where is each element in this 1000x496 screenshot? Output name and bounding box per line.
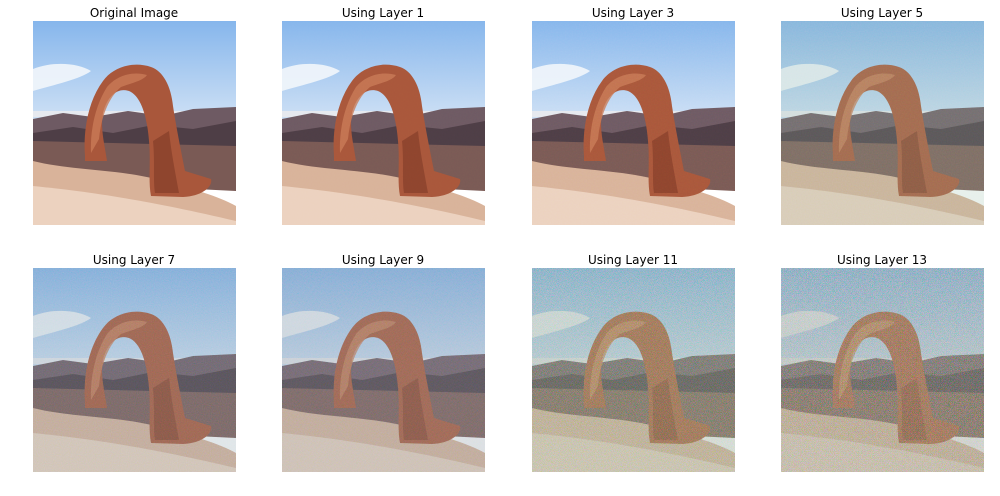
panel-image-layer-11 [532, 268, 735, 472]
panel-image-layer-7 [33, 268, 236, 472]
panel-image-layer-1 [282, 21, 485, 225]
panel-title-layer-1: Using Layer 1 [341, 6, 425, 20]
panel-image-layer-9 [282, 268, 485, 472]
panel-title-layer-13: Using Layer 13 [837, 253, 927, 267]
panel-title-layer-5: Using Layer 5 [840, 6, 924, 20]
panel-title-original: Original Image [89, 6, 179, 20]
panel-title-layer-7: Using Layer 7 [92, 253, 176, 267]
panel-title-layer-9: Using Layer 9 [341, 253, 425, 267]
panel-title-layer-11: Using Layer 11 [588, 253, 678, 267]
arch-scene [33, 21, 236, 225]
panel-image-layer-5 [781, 21, 984, 225]
panel-title-layer-3: Using Layer 3 [591, 6, 675, 20]
panel-image-original [33, 21, 236, 225]
panel-image-layer-3 [532, 21, 735, 225]
panel-image-layer-13 [781, 268, 984, 472]
